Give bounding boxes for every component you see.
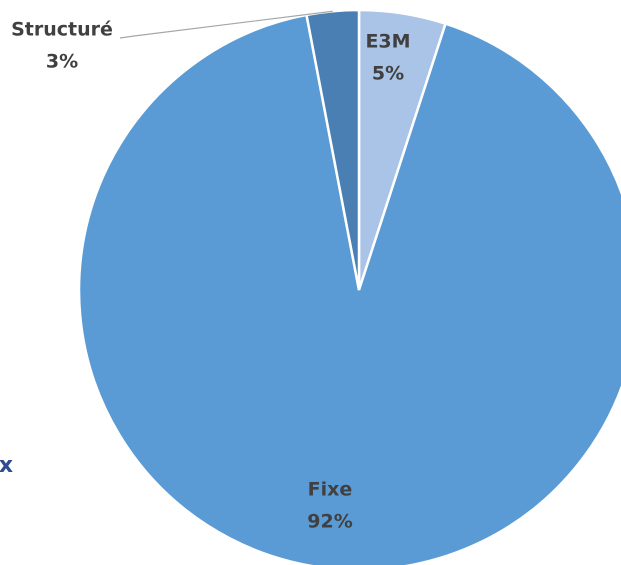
data-label-value: 92% — [307, 511, 352, 533]
data-label-value: 3% — [46, 51, 78, 73]
annotation: x — [0, 453, 13, 478]
data-label-name: E3M — [365, 31, 410, 53]
leader-line — [119, 10, 333, 39]
data-label-name: Fixe — [308, 479, 353, 501]
data-label-value: 5% — [372, 63, 404, 85]
pie-slice — [77, 13, 621, 565]
data-label-name: Structuré — [11, 19, 113, 41]
